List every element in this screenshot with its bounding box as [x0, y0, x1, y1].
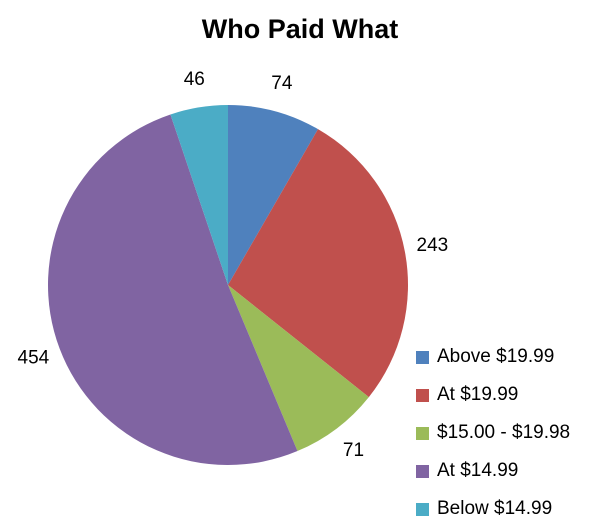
pie-slice: [228, 105, 318, 285]
legend-swatch: [416, 464, 429, 478]
pie-slice: [170, 105, 228, 285]
pie-slice: [228, 285, 369, 452]
legend-label: Below $14.99: [437, 498, 553, 519]
data-label: 243: [417, 235, 449, 256]
legend-swatch: [416, 388, 429, 402]
pie-slice: [228, 129, 408, 398]
legend-label: $15.00 - $19.98: [437, 422, 571, 443]
data-label: 454: [18, 347, 50, 368]
pie-slice: [48, 114, 298, 465]
legend-item: At $19.99: [416, 376, 596, 414]
data-label: 71: [343, 440, 364, 461]
chart-title: Who Paid What: [201, 14, 399, 44]
legend-item: Above $19.99: [416, 338, 596, 376]
legend-swatch: [416, 426, 429, 440]
legend-label: At $14.99: [437, 460, 519, 481]
data-label: 46: [184, 69, 205, 90]
data-label: 74: [271, 73, 293, 94]
legend-swatch: [416, 502, 429, 516]
legend-label: At $19.99: [437, 384, 519, 405]
legend-item: At $14.99: [416, 452, 596, 490]
legend-swatch: [416, 350, 429, 364]
legend-item: Below $14.99: [416, 490, 596, 528]
legend: Above $19.99 At $19.99 $15.00 - $19.98 A…: [416, 338, 596, 528]
legend-label: Above $19.99: [437, 346, 555, 367]
legend-item: $15.00 - $19.98: [416, 414, 596, 452]
